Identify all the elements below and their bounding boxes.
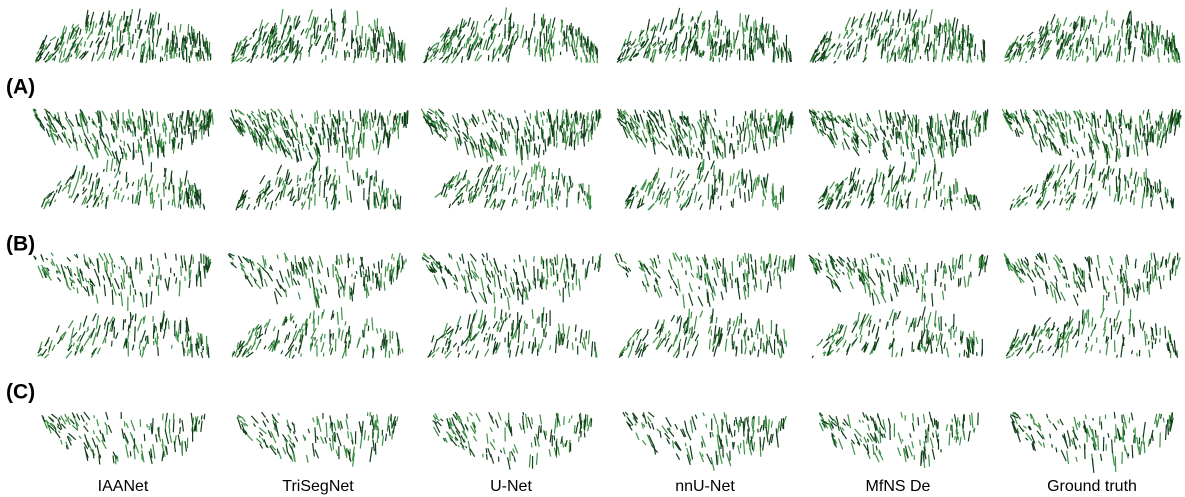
column-label: IAANet — [98, 478, 149, 495]
point-cloud — [625, 159, 783, 210]
row-label: (A) — [6, 76, 35, 99]
point-cloud — [35, 9, 209, 63]
figure: (A) (B) (C) IAANet TriSegNet U-Net nnU-N… — [0, 0, 1185, 497]
point-cloud — [232, 307, 403, 358]
point-cloud — [44, 158, 205, 209]
row-label: (B) — [6, 233, 35, 256]
point-cloud — [627, 412, 787, 471]
point-cloud — [1010, 160, 1173, 210]
point-clouds — [33, 7, 1181, 472]
point-cloud — [423, 13, 597, 63]
point-cloud — [231, 253, 406, 308]
point-cloud — [819, 412, 974, 468]
point-cloud — [620, 11, 791, 63]
point-cloud — [428, 309, 596, 358]
point-cloud — [623, 412, 784, 465]
point-cloud — [433, 412, 591, 467]
column-label: U-Net — [490, 478, 532, 495]
column-label: MfNS De — [866, 478, 931, 495]
point-cloud — [625, 161, 783, 211]
point-cloud — [34, 109, 211, 165]
point-cloud — [809, 109, 988, 165]
row-label: (C) — [6, 381, 35, 404]
column-label: Ground truth — [1047, 478, 1137, 495]
point-cloud — [421, 109, 601, 166]
point-cloud — [237, 412, 396, 462]
point-cloud — [230, 109, 408, 163]
point-cloud — [810, 9, 985, 63]
column-label: TriSegNet — [282, 478, 354, 495]
point-cloud — [615, 254, 795, 307]
point-cloud — [1005, 10, 1181, 63]
point-cloud — [1006, 253, 1177, 306]
point-cloud — [423, 109, 600, 160]
point-cloud — [617, 8, 791, 63]
point-cloud — [809, 253, 988, 306]
point-cloud — [619, 308, 784, 358]
point-cloud — [819, 159, 980, 210]
column-label: nnU-Net — [675, 478, 735, 495]
point-cloud — [441, 165, 585, 211]
point-cloud — [423, 253, 601, 310]
